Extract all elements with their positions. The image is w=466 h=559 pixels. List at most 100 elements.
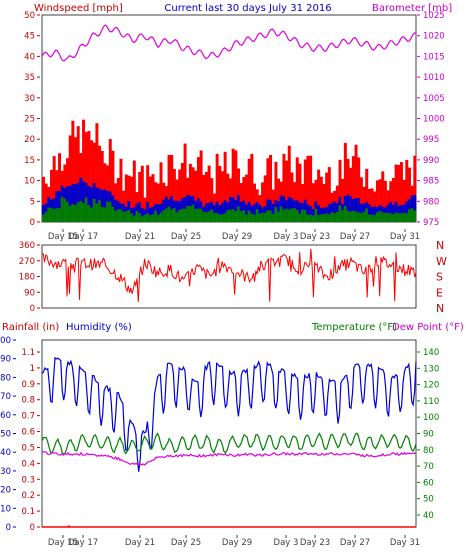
- wind-gust-bar: [346, 158, 350, 222]
- temperature-tick-label: 80: [423, 446, 434, 456]
- wind-gust-bar: [250, 153, 254, 222]
- rainfall-tick-label: 0.1: [21, 507, 35, 517]
- wind-gust-bar: [402, 179, 406, 222]
- wind-gust-bar: [389, 181, 393, 222]
- wind-low-bar: [194, 209, 198, 222]
- wind-average-bar: [146, 202, 150, 222]
- humidity-tick-label: 90: [0, 355, 11, 365]
- wind-low-bar: [402, 212, 406, 222]
- climate-day-label: Day 23: [300, 538, 330, 548]
- wind-average-bar: [282, 196, 286, 222]
- rainfall-tick-label: 0.5: [21, 443, 35, 453]
- wind-average-bar: [370, 206, 374, 222]
- wind-gust-bar: [306, 155, 310, 222]
- wind-low-bar: [63, 198, 67, 222]
- wind-average-bar: [79, 177, 83, 222]
- wind-low-bar: [389, 213, 393, 222]
- wind-gust-bar: [199, 150, 203, 222]
- barometer-tick-label: 990: [423, 156, 439, 166]
- wind-gust-bar: [242, 177, 246, 222]
- wind-low-bar: [303, 210, 307, 222]
- wind-gust-bar: [132, 160, 136, 222]
- wind-low-bar: [162, 210, 166, 222]
- direction-degrees-tick-label: 270: [19, 257, 35, 267]
- wind-low-bar: [218, 214, 222, 222]
- wind-low-bar: [76, 202, 80, 222]
- wind-low-bar: [138, 212, 142, 222]
- wind-low-bar: [199, 208, 203, 222]
- wind-low-bar: [274, 206, 278, 222]
- barometer-tick-label: 1010: [423, 73, 445, 83]
- wind-gust-bar: [218, 165, 222, 222]
- wind-low-bar: [111, 206, 115, 222]
- wind-low-bar: [367, 214, 371, 222]
- wind-low-bar: [295, 209, 299, 222]
- wind-gust-bar: [130, 176, 134, 222]
- wind-average-bar: [87, 185, 91, 222]
- wind-day-label: Day 15: [48, 232, 78, 242]
- wind-gust-bar: [151, 174, 155, 222]
- compass-label: N: [436, 302, 444, 315]
- wind-low-bar: [148, 215, 152, 222]
- wind-gust-bar: [191, 167, 195, 222]
- wind-average-bar: [100, 190, 104, 222]
- wind-gust-bar: [196, 157, 200, 222]
- wind-low-bar: [386, 212, 390, 222]
- wind-day-label: Day 3: [274, 232, 299, 242]
- wind-low-bar: [132, 216, 136, 222]
- temperature-tick-label: 70: [423, 462, 434, 472]
- wind-gust-bar: [58, 153, 61, 222]
- wind-gust-bar: [263, 175, 267, 222]
- wind-average-bar: [367, 204, 371, 222]
- wind-gust-bar: [266, 158, 270, 222]
- rainfall-bar: [67, 525, 70, 527]
- barometer-tick-label: 995: [423, 135, 439, 145]
- wind-average-bar: [394, 201, 398, 222]
- wind-low-bar: [191, 204, 195, 222]
- direction-degrees-tick-label: 0: [30, 304, 35, 314]
- wind-speed-tick-label: 5: [30, 197, 35, 207]
- wind-speed-tick-label: 25: [24, 115, 35, 125]
- wind-low-bar: [159, 212, 163, 222]
- wind-low-bar: [346, 210, 350, 222]
- wind-gust-bar: [407, 167, 411, 222]
- wind-gust-bar: [140, 165, 144, 222]
- wind-speed-tick-label: 50: [24, 11, 35, 21]
- wind-low-bar: [127, 209, 131, 222]
- wind-gust-bar: [359, 177, 363, 222]
- wind-gust-bar: [397, 164, 401, 222]
- direction-degrees-tick-label: 180: [19, 273, 35, 283]
- wind-average-bar: [170, 196, 174, 222]
- wind-average-bar: [317, 205, 321, 222]
- wind-low-bar: [330, 211, 334, 222]
- wind-low-bar: [263, 212, 267, 222]
- wind-low-bar: [68, 205, 72, 222]
- temperature-tick-label: 140: [423, 348, 439, 358]
- wind-low-bar: [287, 209, 291, 222]
- humidity-tick-label: 30: [0, 467, 11, 477]
- wind-gust-bar: [154, 182, 158, 222]
- wind-low-bar: [92, 198, 96, 222]
- wind-gust-bar: [327, 167, 331, 222]
- climate-day-label: Day 17: [68, 538, 98, 548]
- wind-low-bar: [71, 204, 75, 222]
- wind-average-bar: [349, 196, 353, 222]
- direction-frame: [41, 244, 417, 309]
- rainfall-tick-label: 0.6: [21, 428, 35, 438]
- wind-low-bar: [186, 205, 190, 222]
- header-right-label: Barometer [mb]: [372, 3, 452, 14]
- wind-low-bar: [52, 209, 56, 222]
- wind-gust-bar: [223, 151, 227, 222]
- wind-low-bar: [325, 213, 329, 222]
- rainfall-tick-label: 0: [30, 523, 35, 533]
- wind-gust-bar: [92, 142, 96, 222]
- wind-speed-tick-label: 0: [30, 218, 35, 228]
- wind-speed-tick-label: 15: [24, 156, 35, 166]
- humidity-tick-label: 10: [0, 504, 11, 514]
- wind-gust-bar: [188, 163, 192, 222]
- wind-gust-bar: [42, 176, 45, 222]
- wind-average-bar: [245, 204, 248, 222]
- wind-average-bar: [389, 201, 393, 222]
- wind-gust-bar: [204, 171, 208, 222]
- wind-day-label: Day 21: [125, 232, 155, 242]
